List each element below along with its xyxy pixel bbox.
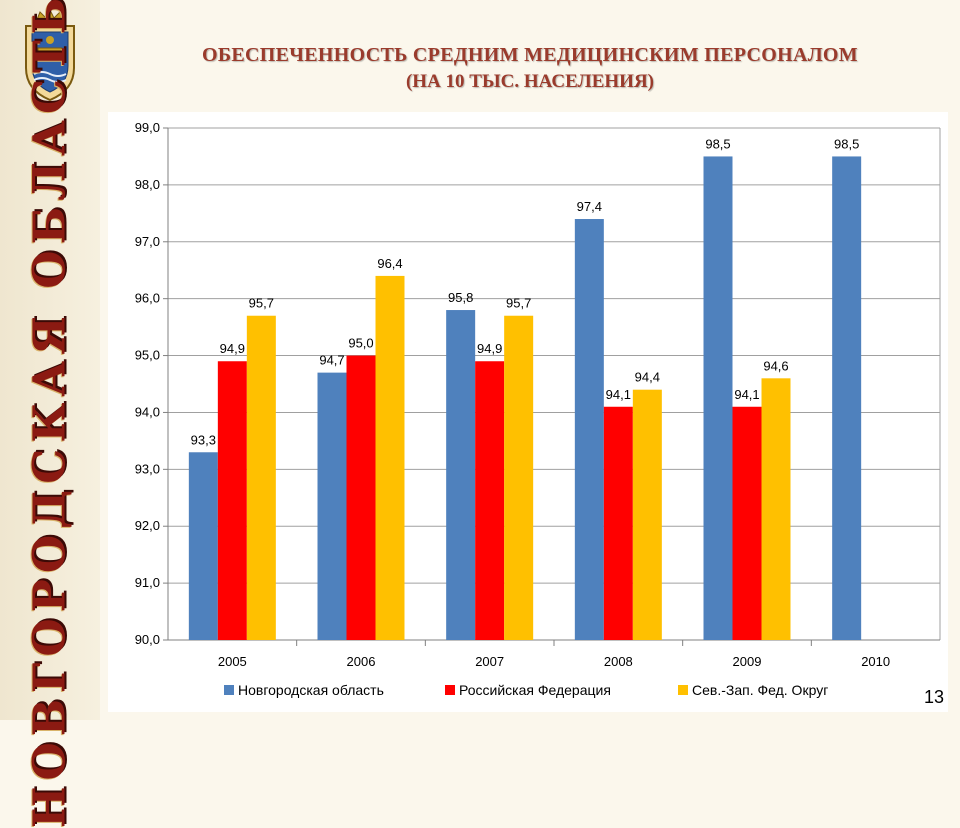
page-number: 13	[923, 687, 944, 707]
data-label: 95,7	[506, 296, 531, 311]
legend-label: Сев.-Зап. Фед. Округ	[692, 682, 828, 698]
bar	[574, 219, 604, 640]
bar	[632, 389, 662, 640]
bar	[217, 361, 247, 640]
data-label: 94,1	[734, 387, 759, 402]
legend-label: Новгородская область	[238, 682, 384, 698]
bar	[761, 378, 791, 640]
legend-label: Российская Федерация	[459, 682, 611, 698]
y-tick-label: 94,0	[135, 404, 160, 419]
slide-title-line2: (НА 10 ТЫС. НАСЕЛЕНИЯ)	[405, 71, 654, 92]
x-tick-label: 2008	[604, 654, 633, 669]
data-label: 95,0	[348, 336, 373, 351]
legend-swatch	[678, 685, 688, 695]
y-tick-label: 95,0	[135, 348, 160, 363]
data-label: 98,5	[834, 136, 859, 151]
legend-swatch	[224, 685, 234, 695]
x-tick-label: 2010	[861, 654, 890, 669]
data-label: 96,4	[377, 256, 402, 271]
data-label: 95,8	[448, 290, 473, 305]
data-label: 98,5	[705, 136, 730, 151]
sidebar: НОВГОРОДСКАЯ ОБЛАСТЬ	[0, 0, 100, 828]
bar	[346, 355, 376, 640]
data-label: 94,9	[220, 341, 245, 356]
chart-area: 90,0 91,0 92,0 93,0 94,0 95,0 96,0 97,0 98,0 99,0…	[108, 112, 948, 712]
bar	[188, 452, 218, 640]
data-label: 94,1	[606, 387, 631, 402]
bar	[246, 315, 276, 640]
y-tick-label: 98,0	[135, 177, 160, 192]
y-tick-label: 91,0	[135, 575, 160, 590]
x-tick-label: 2006	[347, 654, 376, 669]
sidebar-vertical-title: НОВГОРОДСКАЯ ОБЛАСТЬ	[24, 0, 76, 828]
y-tick-label: 96,0	[135, 291, 160, 306]
data-label: 93,3	[191, 432, 216, 447]
bar	[317, 372, 347, 640]
vertical-title-container: НОВГОРОДСКАЯ ОБЛАСТЬ	[0, 0, 100, 828]
data-label: 94,9	[477, 341, 502, 356]
x-tick-label: 2005	[218, 654, 247, 669]
bar	[504, 315, 534, 640]
bar	[732, 406, 762, 640]
coat-of-arms-icon	[25, 8, 75, 102]
bar	[832, 156, 862, 640]
x-tick-label: 2007	[475, 654, 504, 669]
data-label: 97,4	[577, 199, 602, 214]
data-label: 94,6	[763, 358, 788, 373]
y-tick-label: 90,0	[135, 632, 160, 647]
slide-title: ОБЕСПЕЧЕННОСТЬ СРЕДНИМ МЕДИЦИНСКИМ ПЕРСО…	[110, 44, 950, 93]
legend-swatch	[445, 685, 455, 695]
bar	[703, 156, 733, 640]
bar	[603, 406, 633, 640]
bar	[446, 310, 476, 640]
y-tick-label: 99,0	[135, 120, 160, 135]
y-tick-label: 92,0	[135, 518, 160, 533]
y-tick-label: 93,0	[135, 461, 160, 476]
bar	[375, 275, 405, 640]
data-label: 95,7	[249, 296, 274, 311]
data-label: 94,7	[319, 353, 344, 368]
y-tick-label: 97,0	[135, 234, 160, 249]
bar-chart: 90,0 91,0 92,0 93,0 94,0 95,0 96,0 97,0 98,0 99,0…	[135, 120, 941, 698]
data-label: 94,4	[635, 370, 660, 385]
x-tick-label: 2009	[733, 654, 762, 669]
bar	[475, 361, 505, 640]
slide-title-line1: ОБЕСПЕЧЕННОСТЬ СРЕДНИМ МЕДИЦИНСКИМ ПЕРСО…	[202, 44, 858, 66]
